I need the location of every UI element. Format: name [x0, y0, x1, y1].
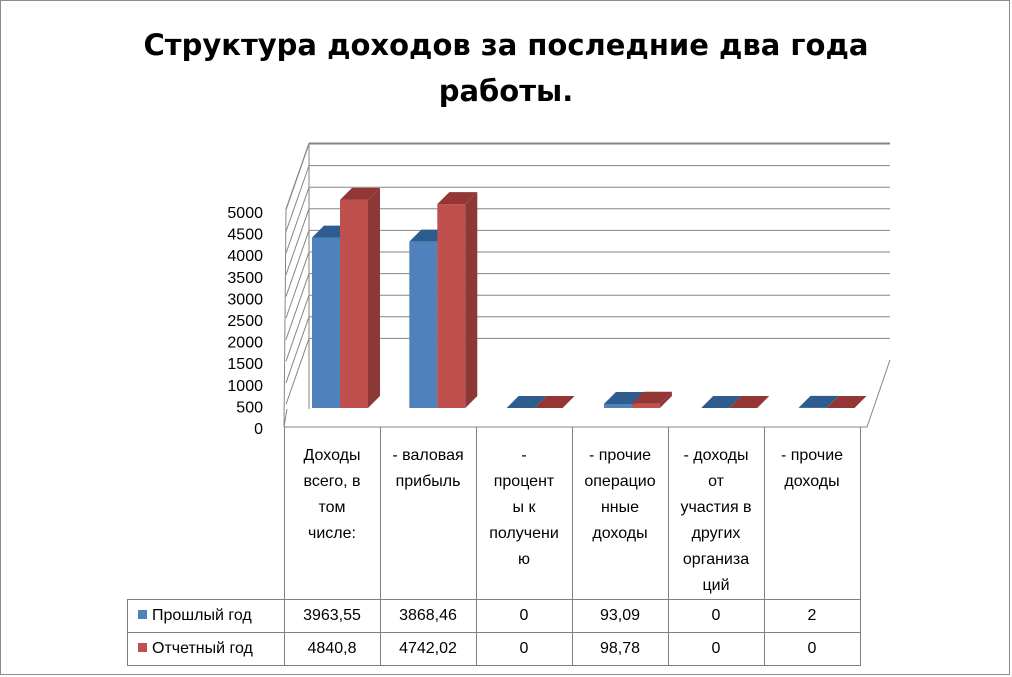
- table-corner: [128, 427, 285, 600]
- gridline: [285, 143, 890, 211]
- y-axis: 0 500 1000 1500 2000 2500 3000 3500 4000 4500 5000: [227, 205, 263, 438]
- category-label: - прочие доходы: [780, 447, 844, 490]
- category-label: Доходы всего, в том числе:: [303, 447, 361, 542]
- bar-front: [437, 204, 466, 408]
- bar-top: [798, 395, 839, 408]
- y-tick-label: 1000: [227, 378, 263, 395]
- legend-label: Отчетный год: [152, 640, 253, 657]
- chart-title: Структура доходов за последние два года …: [143, 28, 869, 108]
- data-value-cell: 4840,8: [283, 632, 381, 666]
- category-label: - доходы от участия в других организа ций: [680, 447, 752, 594]
- bar-front: [312, 237, 340, 408]
- gridline: [285, 165, 890, 232]
- bar-top: [826, 396, 867, 408]
- category-cell: - доходы от участия в других организа ций: [667, 427, 765, 600]
- gridlines: [285, 143, 890, 405]
- y-tick-label: 3000: [227, 291, 263, 308]
- bar-side: [659, 391, 672, 408]
- category-cell: - прочие доходы: [763, 427, 861, 600]
- data-table: Доходы всего, в том числе: - валовая прибыль -…: [127, 427, 861, 666]
- gridline: [285, 251, 890, 319]
- gridline: [285, 186, 890, 254]
- bar-side: [826, 395, 839, 408]
- bar-top: [437, 192, 478, 205]
- legend-entry: Прошлый год: [127, 599, 285, 633]
- y-tick-label: 5000: [227, 205, 263, 222]
- bar-top: [701, 396, 742, 408]
- y-tick-label: 2500: [227, 313, 263, 330]
- bar-side: [368, 187, 380, 408]
- gridline: [285, 337, 890, 405]
- data-value-cell: 0: [763, 632, 861, 666]
- gridline: [285, 229, 890, 297]
- gridline: [285, 208, 890, 275]
- bar-front: [409, 241, 438, 408]
- data-value-cell: 3868,46: [379, 599, 477, 633]
- series-row-prev-year: Прошлый год 3963,55 3868,46 0 93,09 0 2: [127, 599, 861, 633]
- gridline: [285, 273, 890, 340]
- legend-label: Прошлый год: [152, 607, 252, 624]
- bar-top: [340, 187, 380, 200]
- category-cell: - валовая прибыль: [379, 427, 477, 600]
- data-value-cell: 4742,02: [379, 632, 477, 666]
- bars: [312, 187, 867, 408]
- bar-front: [631, 403, 660, 408]
- legend-entry: Отчетный год: [127, 632, 285, 666]
- bar-top: [603, 391, 644, 404]
- data-value-cell: 0: [667, 599, 765, 633]
- category-label: - прочие операцио нные доходы: [584, 447, 656, 542]
- data-value-cell: 3963,55: [283, 599, 381, 633]
- bar-side: [465, 192, 478, 408]
- legend-swatch: [138, 643, 147, 652]
- category-cell: - процент ы к получени ю: [475, 427, 573, 600]
- bar-top: [506, 396, 547, 408]
- category-label: - валовая прибыль: [392, 447, 464, 490]
- category-row: Доходы всего, в том числе: - валовая прибыль -…: [128, 427, 861, 600]
- category-cell: - прочие операцио нные доходы: [571, 427, 669, 600]
- y-tick-label: 0: [254, 421, 263, 438]
- data-value-cell: 93,09: [571, 599, 669, 633]
- series-row-current-year: Отчетный год 4840,8 4742,02 0 98,78 0 0: [127, 632, 861, 666]
- data-value-cell: 2: [763, 599, 861, 633]
- category-cell: Доходы всего, в том числе:: [283, 427, 381, 600]
- y-tick-label: 500: [236, 399, 263, 416]
- data-value-cell: 0: [475, 599, 573, 633]
- y-tick-label: 2000: [227, 335, 263, 352]
- y-tick-label: 4000: [227, 248, 263, 265]
- legend-swatch: [138, 610, 147, 619]
- bar-top: [631, 391, 672, 404]
- bar-front: [603, 403, 632, 408]
- gridline: [285, 316, 890, 383]
- bar-top: [534, 396, 575, 408]
- data-value-cell: 0: [667, 632, 765, 666]
- bar-front: [340, 199, 368, 408]
- bar-top: [729, 396, 770, 408]
- gridline: [285, 294, 890, 362]
- y-tick-label: 1500: [227, 356, 263, 373]
- y-tick-label: 4500: [227, 227, 263, 244]
- data-value-cell: 0: [475, 632, 573, 666]
- y-tick-label: 3500: [227, 270, 263, 287]
- category-label: - процент ы к получени ю: [489, 447, 559, 568]
- data-value-cell: 98,78: [571, 632, 669, 666]
